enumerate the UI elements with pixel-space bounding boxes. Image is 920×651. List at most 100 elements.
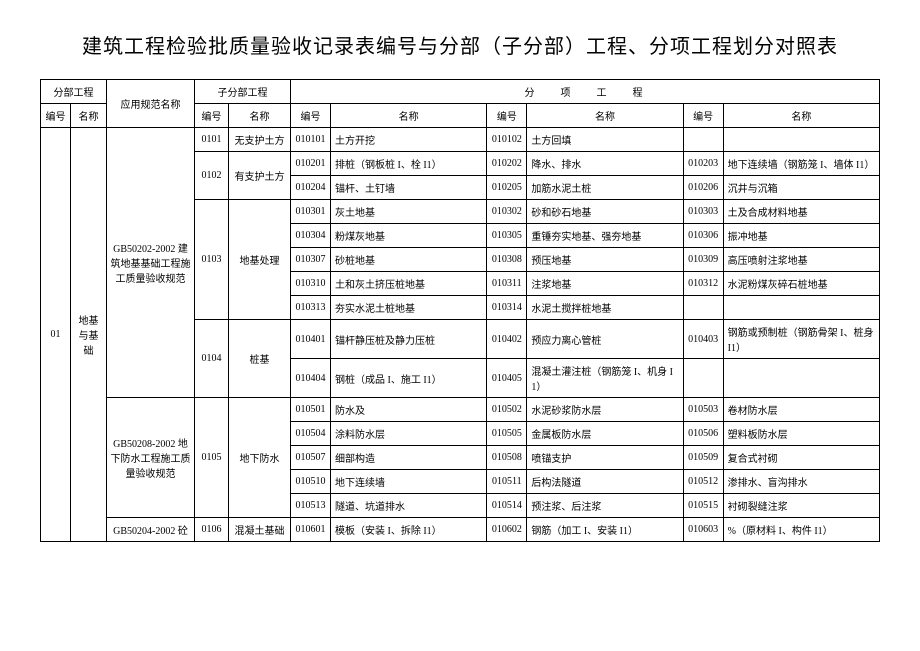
item-name: 预压地基 <box>527 248 683 272</box>
item-code: 010202 <box>487 152 527 176</box>
item-code: 010504 <box>291 422 331 446</box>
item-code: 010304 <box>291 224 331 248</box>
hdr-code: 编号 <box>291 104 331 128</box>
sub-code: 0101 <box>195 128 229 152</box>
item-name: 渗排水、盲沟排水 <box>723 470 879 494</box>
item-name: 水泥粉煤灰碎石桩地基 <box>723 272 879 296</box>
item-code: 010309 <box>683 248 723 272</box>
item-code: 010303 <box>683 200 723 224</box>
item-code: 010403 <box>683 320 723 359</box>
item-name: 喷锚支护 <box>527 446 683 470</box>
item-code: 010205 <box>487 176 527 200</box>
hdr-spec: 应用规范名称 <box>107 80 195 128</box>
item-code: 010512 <box>683 470 723 494</box>
spec-name-2: GB50208-2002 地下防水工程施工质量验收规范 <box>107 398 195 518</box>
item-name: 衬砌裂缝注浆 <box>723 494 879 518</box>
item-name: %（原材料 I、构件 I1） <box>723 518 879 542</box>
item-name: 钢筋或预制桩（钢筋骨架 I、桩身 I1） <box>723 320 879 359</box>
item-code: 010312 <box>683 272 723 296</box>
item-name: 水泥砂浆防水层 <box>527 398 683 422</box>
item-code: 010501 <box>291 398 331 422</box>
sub-code: 0102 <box>195 152 229 200</box>
item-name: 灰土地基 <box>331 200 487 224</box>
item-name: 后构法隧道 <box>527 470 683 494</box>
item-name: 重锤夯实地基、强夯地基 <box>527 224 683 248</box>
item-name: 钢桩（成品 I、施工 I1） <box>331 359 487 398</box>
item-code: 010515 <box>683 494 723 518</box>
item-code: 010301 <box>291 200 331 224</box>
item-code: 010306 <box>683 224 723 248</box>
item-name: 锚杆、土钉墙 <box>331 176 487 200</box>
item-name: 地下连续墙（钢筋笼 I、墙体 I1） <box>723 152 879 176</box>
main-table: 分部工程 应用规范名称 子分部工程 分项工程 编号 名称 编号 名称 编号 名称… <box>40 79 880 542</box>
item-name: 预注浆、后注浆 <box>527 494 683 518</box>
item-name: 加筋水泥土桩 <box>527 176 683 200</box>
item-code: 010307 <box>291 248 331 272</box>
item-code <box>683 128 723 152</box>
sub-name: 桩基 <box>229 320 291 398</box>
item-code: 010507 <box>291 446 331 470</box>
item-name: 模板（安装 I、拆除 I1） <box>331 518 487 542</box>
hdr-name: 名称 <box>71 104 107 128</box>
item-name: 降水、排水 <box>527 152 683 176</box>
section-name: 地基与基础 <box>71 128 107 542</box>
item-code: 010404 <box>291 359 331 398</box>
item-code: 010314 <box>487 296 527 320</box>
item-code: 010502 <box>487 398 527 422</box>
item-name: 夯实水泥土桩地基 <box>331 296 487 320</box>
item-name: 隧道、坑道排水 <box>331 494 487 518</box>
hdr-name: 名称 <box>229 104 291 128</box>
item-code: 010308 <box>487 248 527 272</box>
item-code: 010405 <box>487 359 527 398</box>
sub-code: 0106 <box>195 518 229 542</box>
item-code <box>683 296 723 320</box>
item-name <box>723 296 879 320</box>
sub-code: 0104 <box>195 320 229 398</box>
hdr-code: 编号 <box>487 104 527 128</box>
item-name: 地下连续墙 <box>331 470 487 494</box>
sub-name: 地下防水 <box>229 398 291 518</box>
item-name: 塑料板防水层 <box>723 422 879 446</box>
item-name: 土方回填 <box>527 128 683 152</box>
item-name: 注浆地基 <box>527 272 683 296</box>
item-name: 金属板防水层 <box>527 422 683 446</box>
item-name: 混凝土灌注桩（钢筋笼 I、机身 I1） <box>527 359 683 398</box>
item-code: 010101 <box>291 128 331 152</box>
item-name: 振冲地基 <box>723 224 879 248</box>
item-code: 010206 <box>683 176 723 200</box>
item-name: 涂料防水层 <box>331 422 487 446</box>
item-code: 010603 <box>683 518 723 542</box>
item-code: 010402 <box>487 320 527 359</box>
item-name <box>723 128 879 152</box>
item-name: 排桩（钢板桩 I、栓 I1） <box>331 152 487 176</box>
item-name: 钢筋（加工 I、安装 I1） <box>527 518 683 542</box>
item-name: 复合式衬砌 <box>723 446 879 470</box>
hdr-code: 编号 <box>683 104 723 128</box>
hdr-code: 编号 <box>41 104 71 128</box>
item-code: 010510 <box>291 470 331 494</box>
item-code: 010201 <box>291 152 331 176</box>
item-code: 010102 <box>487 128 527 152</box>
item-code: 010203 <box>683 152 723 176</box>
item-code: 010506 <box>683 422 723 446</box>
item-name: 水泥土搅拌桩地基 <box>527 296 683 320</box>
item-code: 010513 <box>291 494 331 518</box>
item-code: 010511 <box>487 470 527 494</box>
item-code: 010310 <box>291 272 331 296</box>
sub-name: 有支护土方 <box>229 152 291 200</box>
item-name: 细部构造 <box>331 446 487 470</box>
item-name: 高压喷射注浆地基 <box>723 248 879 272</box>
item-name: 砂桩地基 <box>331 248 487 272</box>
item-name: 土方开挖 <box>331 128 487 152</box>
item-code: 010602 <box>487 518 527 542</box>
sub-name: 混凝土基础 <box>229 518 291 542</box>
item-code <box>683 359 723 398</box>
item-code: 010311 <box>487 272 527 296</box>
item-code: 010503 <box>683 398 723 422</box>
item-code: 010313 <box>291 296 331 320</box>
sub-code: 0103 <box>195 200 229 320</box>
spec-name-3: GB50204-2002 砼 <box>107 518 195 542</box>
hdr-item: 分项工程 <box>291 80 880 104</box>
item-name: 土和灰土挤压桩地基 <box>331 272 487 296</box>
item-name <box>723 359 879 398</box>
